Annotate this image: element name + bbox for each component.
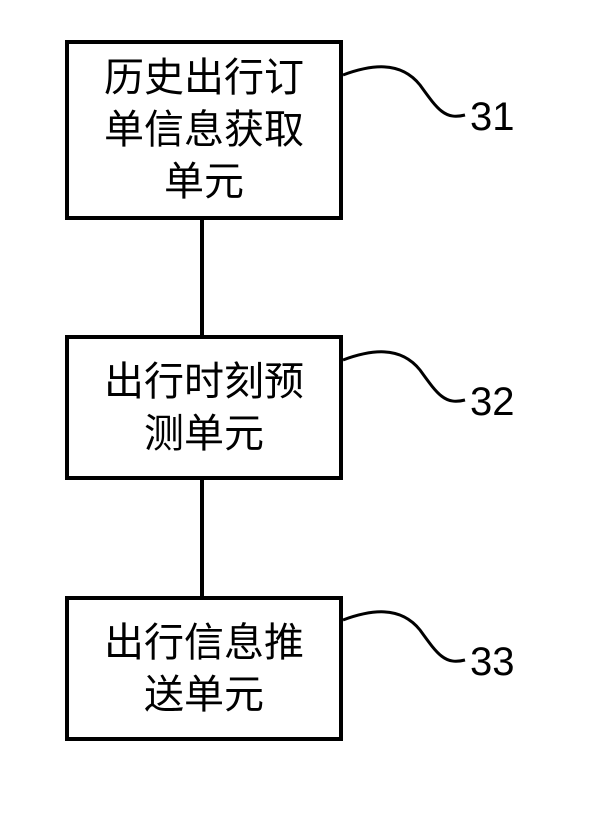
leader-curve	[343, 612, 465, 661]
diagram-container: 历史出行订 单信息获取 单元出行时刻预 测单元出行信息推 送单元 313233	[0, 0, 604, 835]
leader-curve	[343, 352, 465, 401]
node-label: 33	[470, 640, 515, 685]
node-label: 32	[470, 380, 515, 425]
node-label: 31	[470, 95, 515, 140]
leader-curve	[343, 67, 465, 116]
